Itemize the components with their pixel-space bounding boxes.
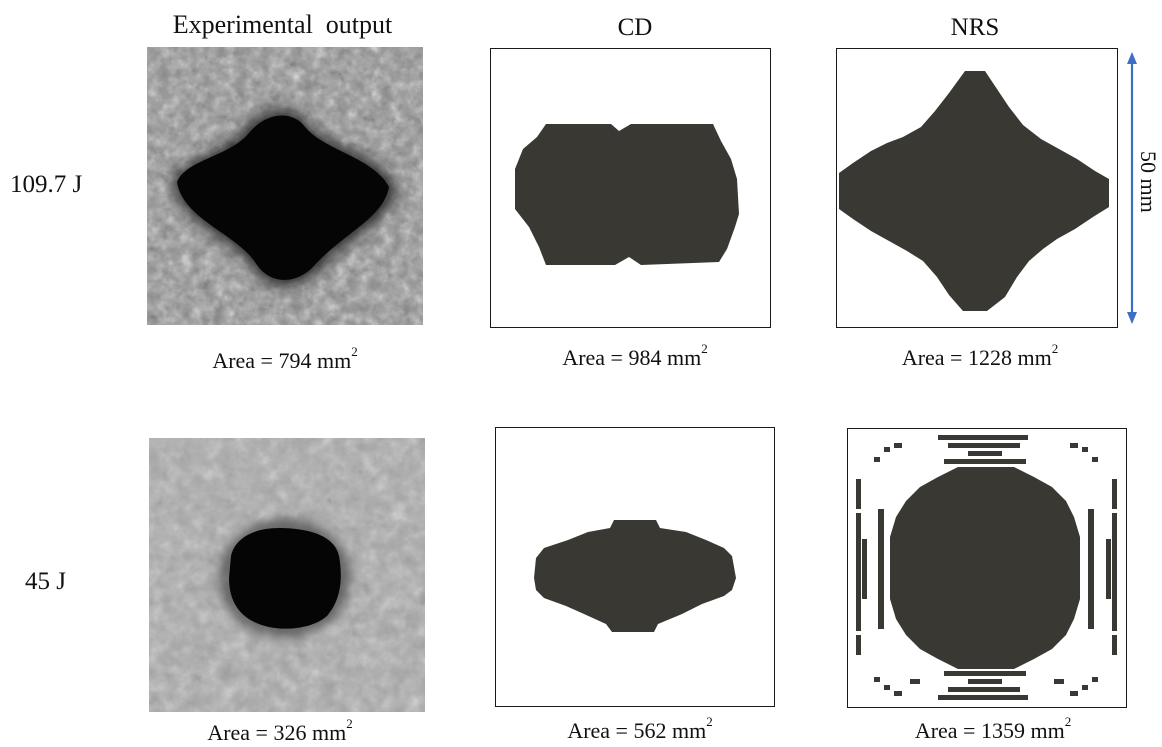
area-caption-experimental-109-7j: Area = 794 mm2 bbox=[212, 344, 358, 373]
column-title-cd: CD bbox=[617, 14, 653, 41]
area-caption-experimental-45j: Area = 326 mm2 bbox=[207, 716, 353, 745]
cd-map-109-7j bbox=[490, 48, 771, 328]
cd-map-45j bbox=[495, 427, 775, 707]
column-title-nrs: NRS bbox=[950, 14, 1000, 41]
nrs-damage-shape-109-7j bbox=[839, 71, 1109, 311]
scale-bar-arrow bbox=[1127, 52, 1137, 324]
nrs-damage-shape-45j bbox=[856, 435, 1117, 700]
nrs-map-109-7j bbox=[836, 48, 1118, 328]
cd-damage-shape-45j bbox=[534, 520, 736, 632]
row-label-45j: 45 J bbox=[25, 568, 66, 595]
area-caption-cd-45j: Area = 562 mm2 bbox=[567, 714, 713, 743]
column-title-experimental: Experimental output bbox=[172, 10, 393, 39]
experimental-photo-45j bbox=[149, 438, 425, 712]
experimental-photo-109-7j bbox=[147, 47, 423, 325]
area-caption-cd-109-7j: Area = 984 mm2 bbox=[562, 341, 708, 370]
area-caption-nrs-45j: Area = 1359 mm2 bbox=[914, 714, 1072, 743]
cd-damage-shape-109-7j bbox=[515, 124, 739, 265]
nrs-map-45j bbox=[847, 428, 1127, 708]
scale-bar-label: 50 mm bbox=[1136, 151, 1161, 213]
row-label-109-7j: 109.7 J bbox=[10, 171, 83, 198]
area-caption-nrs-109-7j: Area = 1228 mm2 bbox=[901, 341, 1059, 370]
